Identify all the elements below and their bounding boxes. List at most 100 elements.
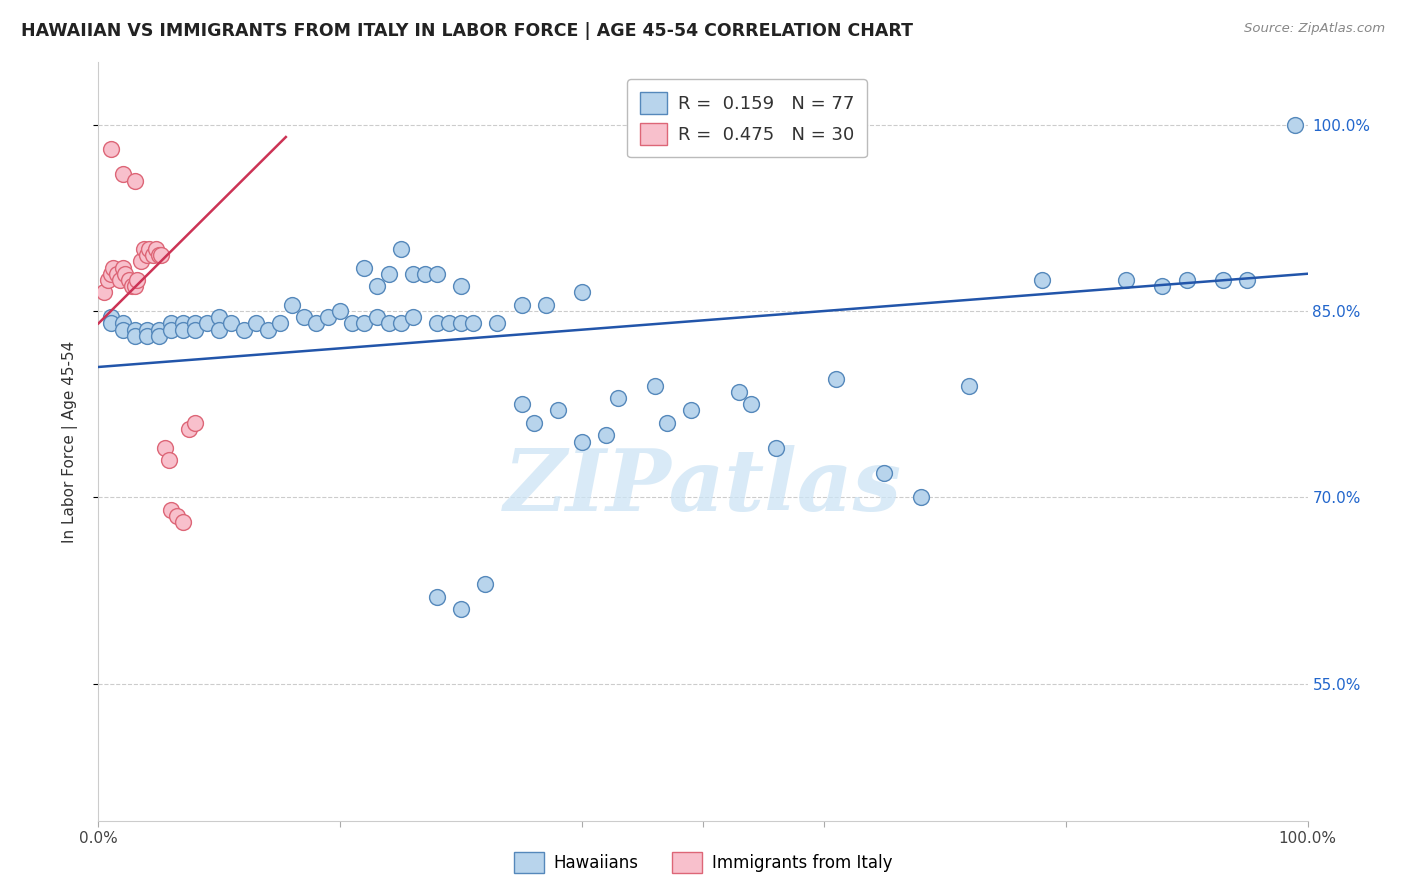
Text: 30: 30 xyxy=(783,111,806,128)
Point xyxy=(316,310,339,325)
Point xyxy=(111,323,134,337)
Point xyxy=(142,248,165,262)
Point xyxy=(655,416,678,430)
Point xyxy=(377,267,399,281)
Y-axis label: In Labor Force | Age 45-54: In Labor Force | Age 45-54 xyxy=(62,341,77,542)
Point xyxy=(153,441,176,455)
Point xyxy=(486,317,509,331)
Point xyxy=(245,317,267,331)
Point xyxy=(100,317,122,331)
Point xyxy=(97,273,120,287)
Point xyxy=(366,279,388,293)
Point xyxy=(232,323,254,337)
Point xyxy=(184,317,207,331)
Point xyxy=(121,279,143,293)
Point xyxy=(160,317,183,331)
Point xyxy=(148,329,170,343)
Point xyxy=(124,323,146,337)
Point xyxy=(402,310,425,325)
Point xyxy=(135,248,157,262)
Point xyxy=(534,298,557,312)
Point xyxy=(281,298,304,312)
Point xyxy=(1115,273,1137,287)
Point xyxy=(100,143,122,157)
Point xyxy=(510,397,533,411)
Point xyxy=(571,285,593,300)
Point xyxy=(179,422,201,436)
Point xyxy=(426,317,449,331)
Point xyxy=(134,242,156,256)
Point xyxy=(148,323,170,337)
Point xyxy=(1284,118,1306,132)
Text: 0.159: 0.159 xyxy=(702,81,754,99)
Point xyxy=(208,310,231,325)
Point xyxy=(1212,273,1234,287)
Point xyxy=(184,416,207,430)
Text: ZIPatlas: ZIPatlas xyxy=(503,445,903,529)
Point xyxy=(105,267,128,281)
Point xyxy=(910,491,932,505)
Point xyxy=(111,317,134,331)
Point xyxy=(100,267,122,281)
Point xyxy=(148,248,170,262)
Point xyxy=(765,441,787,455)
Point xyxy=(172,323,194,337)
Point xyxy=(160,323,183,337)
Text: 77: 77 xyxy=(783,81,806,99)
Point xyxy=(740,397,762,411)
Point xyxy=(571,434,593,449)
Text: Source: ZipAtlas.com: Source: ZipAtlas.com xyxy=(1244,22,1385,36)
Point xyxy=(353,317,375,331)
Point xyxy=(329,304,352,318)
Point xyxy=(305,317,328,331)
Point xyxy=(644,378,666,392)
Point xyxy=(510,298,533,312)
Point xyxy=(157,453,180,467)
Point xyxy=(353,260,375,275)
Point xyxy=(166,509,188,524)
Point xyxy=(679,403,702,417)
Point xyxy=(450,602,472,616)
Point xyxy=(474,577,496,591)
Legend: R =  0.159   N = 77, R =  0.475   N = 30: R = 0.159 N = 77, R = 0.475 N = 30 xyxy=(627,79,868,157)
Point xyxy=(426,590,449,604)
Point xyxy=(413,267,436,281)
Point xyxy=(463,317,485,331)
Point xyxy=(342,317,364,331)
Point xyxy=(172,516,194,530)
Point xyxy=(221,317,243,331)
Point xyxy=(195,317,218,331)
Point xyxy=(100,310,122,325)
Point xyxy=(389,242,412,256)
Point xyxy=(269,317,291,331)
Point xyxy=(111,260,134,275)
Point xyxy=(292,310,315,325)
Point xyxy=(607,391,630,405)
Point xyxy=(124,329,146,343)
Point xyxy=(437,317,460,331)
Point xyxy=(172,317,194,331)
Point xyxy=(208,323,231,337)
Point xyxy=(160,503,183,517)
Legend: Hawaiians, Immigrants from Italy: Hawaiians, Immigrants from Italy xyxy=(508,846,898,880)
Point xyxy=(523,416,546,430)
Point xyxy=(124,173,146,187)
Point xyxy=(450,317,472,331)
Point xyxy=(256,323,278,337)
Point xyxy=(595,428,617,442)
Point xyxy=(150,248,173,262)
Point xyxy=(129,254,152,268)
Point xyxy=(118,273,141,287)
Point xyxy=(101,260,124,275)
Point xyxy=(111,167,134,181)
Point xyxy=(145,242,167,256)
Point xyxy=(1175,273,1198,287)
Point xyxy=(127,273,149,287)
Point xyxy=(377,317,399,331)
Point xyxy=(138,242,160,256)
Point xyxy=(135,323,157,337)
Point xyxy=(728,384,751,399)
Point xyxy=(114,267,136,281)
Point xyxy=(426,267,449,281)
Text: HAWAIIAN VS IMMIGRANTS FROM ITALY IN LABOR FORCE | AGE 45-54 CORRELATION CHART: HAWAIIAN VS IMMIGRANTS FROM ITALY IN LAB… xyxy=(21,22,912,40)
